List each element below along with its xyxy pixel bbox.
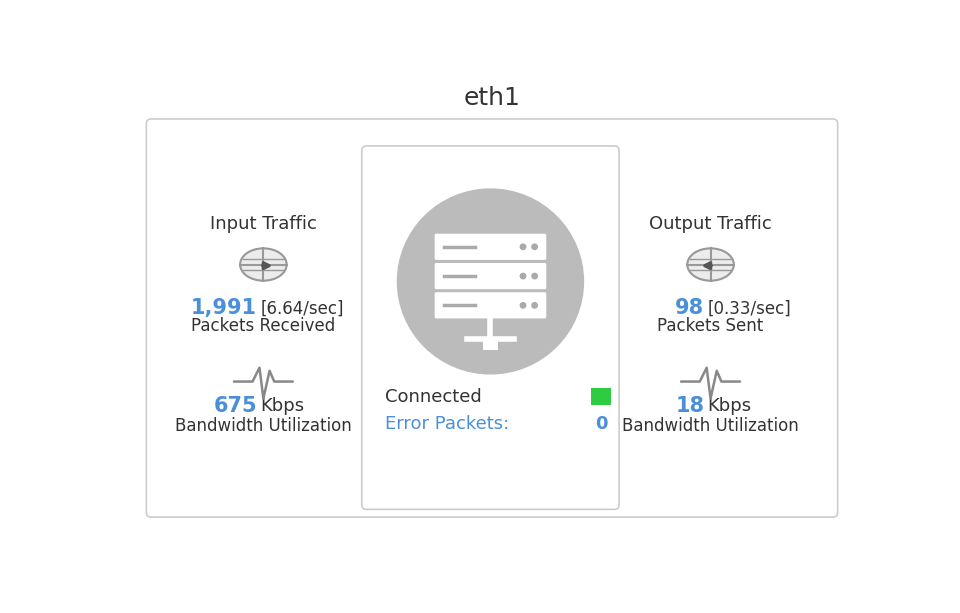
Text: Connected: Connected bbox=[385, 388, 482, 406]
Text: 18: 18 bbox=[675, 396, 705, 416]
FancyBboxPatch shape bbox=[435, 263, 546, 289]
Ellipse shape bbox=[240, 248, 287, 281]
Circle shape bbox=[520, 273, 526, 279]
Text: Output Traffic: Output Traffic bbox=[649, 215, 772, 233]
Text: Input Traffic: Input Traffic bbox=[210, 215, 317, 233]
Text: eth1: eth1 bbox=[464, 86, 520, 110]
FancyBboxPatch shape bbox=[146, 119, 838, 517]
Circle shape bbox=[532, 244, 538, 249]
Text: Kbps: Kbps bbox=[708, 397, 752, 415]
Text: 675: 675 bbox=[213, 396, 257, 416]
FancyBboxPatch shape bbox=[362, 146, 619, 509]
FancyBboxPatch shape bbox=[435, 292, 546, 318]
Circle shape bbox=[532, 273, 538, 279]
Text: Bandwidth Utilization: Bandwidth Utilization bbox=[622, 417, 799, 435]
Circle shape bbox=[397, 189, 584, 374]
Text: 0: 0 bbox=[595, 415, 608, 433]
Text: Kbps: Kbps bbox=[260, 397, 304, 415]
FancyBboxPatch shape bbox=[435, 234, 546, 260]
Text: 98: 98 bbox=[675, 299, 705, 318]
Text: Packets Received: Packets Received bbox=[191, 317, 335, 335]
Bar bbox=[591, 387, 612, 405]
Text: [6.64/sec]: [6.64/sec] bbox=[260, 299, 344, 318]
Circle shape bbox=[520, 303, 526, 308]
Text: Bandwidth Utilization: Bandwidth Utilization bbox=[175, 417, 351, 435]
Bar bbox=[483, 339, 498, 350]
Text: Error Packets:: Error Packets: bbox=[385, 415, 510, 433]
Ellipse shape bbox=[687, 248, 733, 281]
Text: 1,991: 1,991 bbox=[191, 299, 257, 318]
Text: [0.33/sec]: [0.33/sec] bbox=[708, 299, 791, 318]
Circle shape bbox=[520, 244, 526, 249]
Text: Packets Sent: Packets Sent bbox=[658, 317, 763, 335]
Circle shape bbox=[532, 303, 538, 308]
